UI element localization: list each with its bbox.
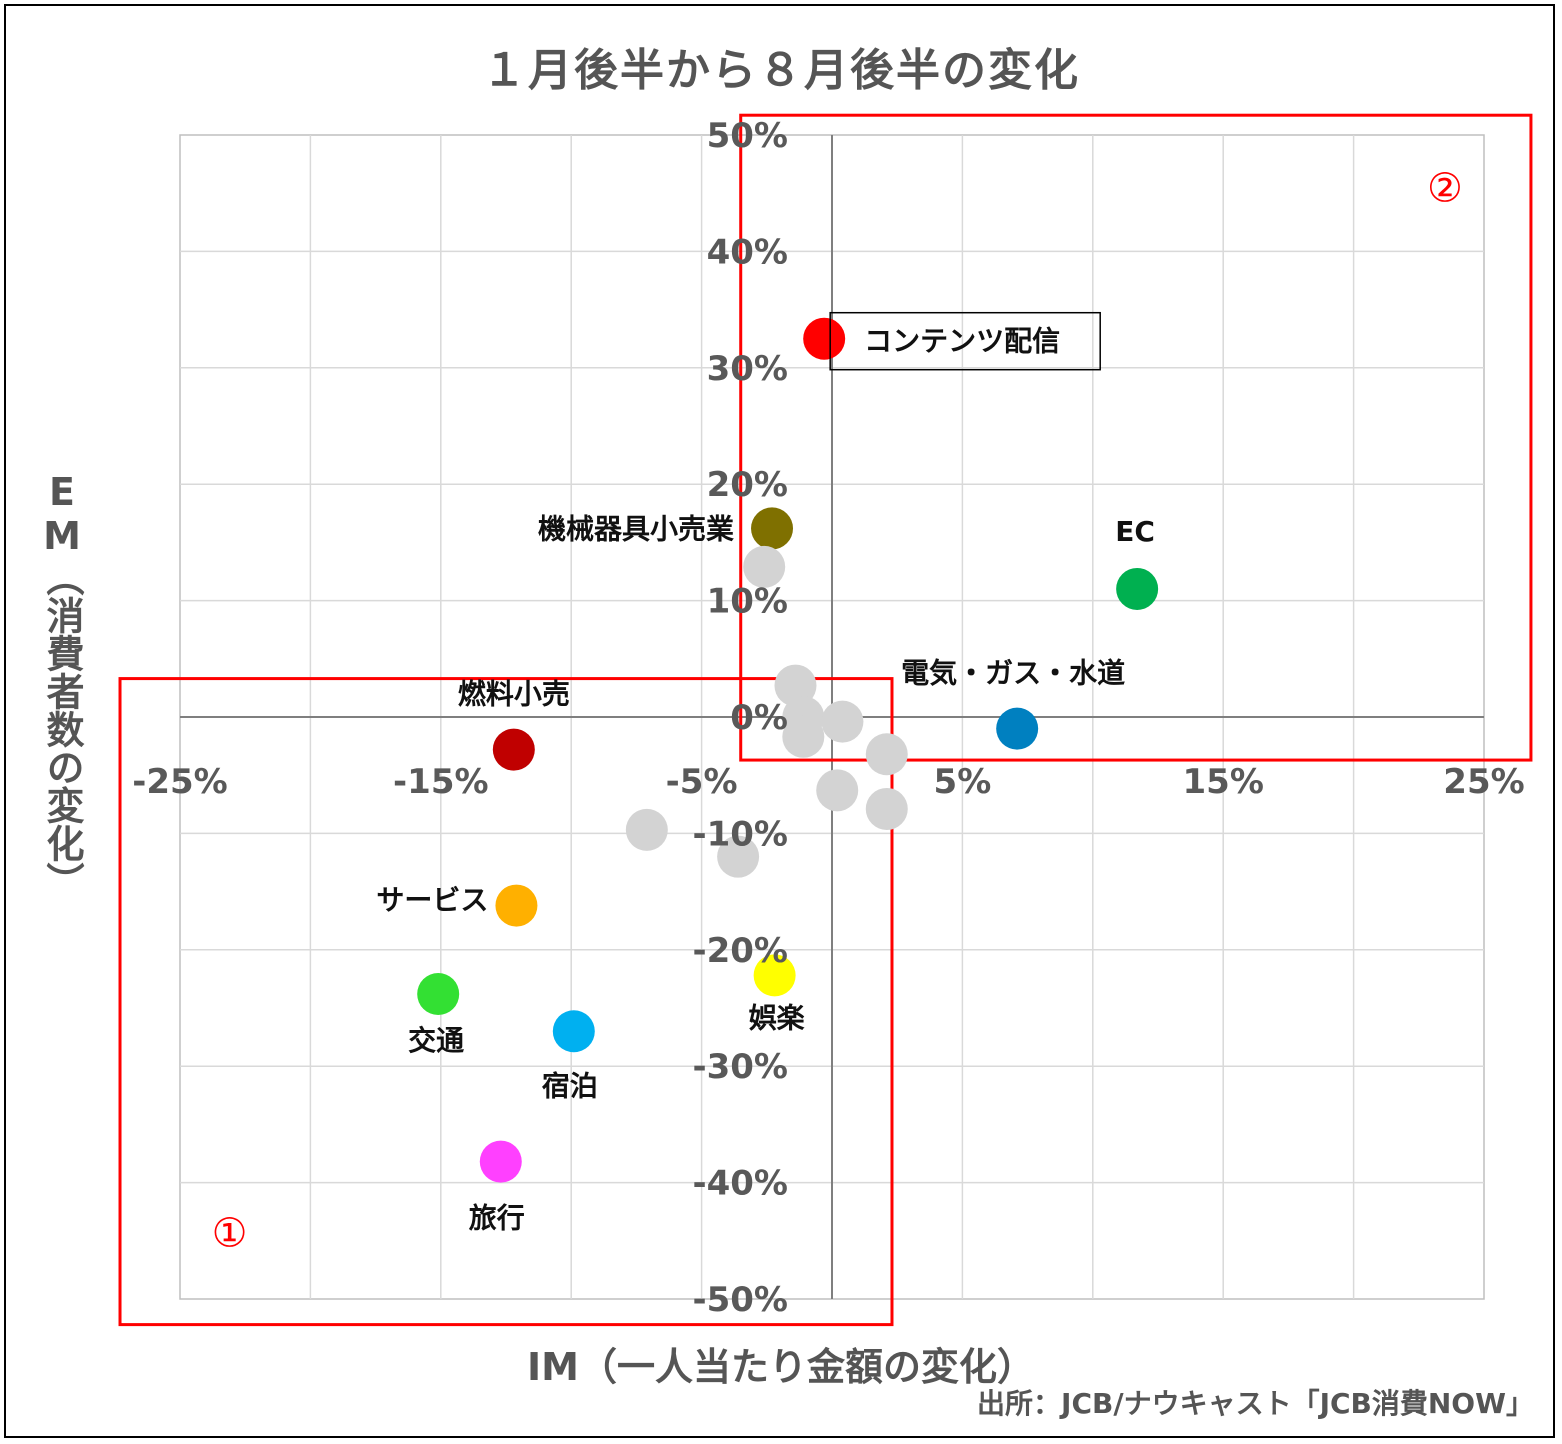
point-7 <box>417 973 460 1016</box>
point-label: 電気・ガス・水道 <box>901 657 1125 690</box>
y-tick-label: -50% <box>693 1280 789 1320</box>
point-unlabeled <box>865 733 908 776</box>
y-tick-label: 10% <box>707 582 788 622</box>
x-tick-label: -5% <box>666 762 738 802</box>
y-axis-label: EM（消費者数の変化） <box>40 470 84 900</box>
x-tick-label: 15% <box>1183 762 1264 802</box>
point-9 <box>479 1140 522 1183</box>
point-5 <box>495 884 538 927</box>
point-label: サービス <box>376 884 488 917</box>
point-4 <box>492 728 535 771</box>
point-label: コンテンツ配信 <box>864 325 1060 358</box>
point-3 <box>996 707 1039 750</box>
point-unlabeled <box>625 808 668 851</box>
point-unlabeled <box>774 664 817 707</box>
point-label: 交通 <box>408 1024 464 1057</box>
point-unlabeled <box>865 787 908 830</box>
callout-label-2: ② <box>1427 165 1463 211</box>
point-label: 娯楽 <box>749 1001 805 1034</box>
point-unlabeled <box>717 835 760 878</box>
point-label: EC <box>1115 515 1155 548</box>
point-2 <box>1116 567 1159 610</box>
point-1 <box>751 507 794 550</box>
y-tick-label: -20% <box>693 931 789 971</box>
point-unlabeled <box>821 700 864 743</box>
y-tick-label: -40% <box>693 1164 789 1204</box>
point-label: 旅行 <box>469 1202 525 1235</box>
y-tick-label: 50% <box>707 116 788 156</box>
x-tick-label: 25% <box>1443 762 1524 802</box>
point-6 <box>753 954 796 997</box>
callout-label-1: ① <box>212 1211 248 1257</box>
point-label: 機械器具小売業 <box>538 512 734 545</box>
point-label-box <box>829 311 1101 371</box>
x-tick-label: -15% <box>393 762 489 802</box>
y-tick-label: 40% <box>707 232 788 272</box>
source-note: 出所：JCB/ナウキャスト「JCB消費NOW」 <box>977 1387 1534 1420</box>
y-tick-label: 30% <box>707 349 788 389</box>
point-unlabeled <box>816 769 859 812</box>
y-tick-label: 0% <box>730 698 788 738</box>
point-label: 宿泊 <box>542 1069 598 1102</box>
x-tick-label: -25% <box>132 762 228 802</box>
callout-box-2 <box>739 113 1533 762</box>
chart-title: １月後半から８月後半の変化 <box>482 45 1080 96</box>
callout-box-1 <box>118 677 894 1327</box>
x-axis-label: IM（一人当たり金額の変化） <box>527 1345 1035 1389</box>
x-tick-label: 5% <box>934 762 992 802</box>
y-tick-label: -10% <box>693 814 789 854</box>
point-0 <box>803 317 846 360</box>
point-unlabeled <box>743 545 786 588</box>
point-unlabeled <box>782 715 825 758</box>
point-8 <box>552 1010 595 1053</box>
point-label: 燃料小売 <box>458 678 570 711</box>
y-tick-label: 20% <box>707 465 788 505</box>
y-tick-label: -30% <box>693 1047 789 1087</box>
chart-frame <box>4 4 1555 1438</box>
